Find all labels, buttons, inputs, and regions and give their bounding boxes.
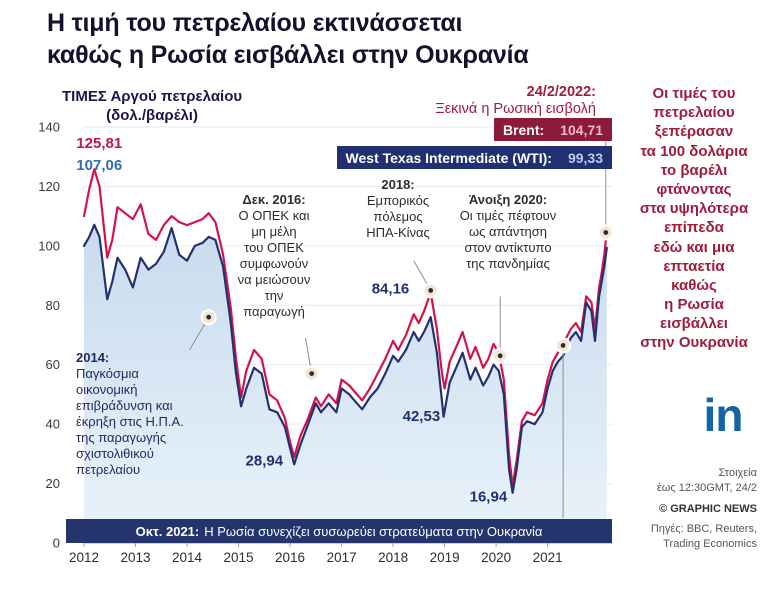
callout-2018-head: 2018: [381, 177, 415, 192]
callout-2014-head: 2014: [76, 350, 110, 365]
graphic-news-credit: © GRAPHIC NEWS [659, 503, 757, 515]
svg-text:2014: 2014 [172, 550, 203, 565]
callout-2016-body: Ο ΟΠΕΚ και μη μέλη του ΟΠΕΚ συμφωνούν να… [237, 207, 311, 319]
value-label: 125,81 [76, 135, 122, 152]
svg-text:20: 20 [46, 476, 60, 491]
marker-dot-invasion-24-2-2022 [603, 230, 609, 235]
legend: Brent: 104,71 West Texas Intermediate (W… [0, 118, 612, 169]
value-label: 42,53 [403, 408, 441, 425]
svg-text:2018: 2018 [378, 550, 408, 565]
marker-dot-trade-war-peak-2018 [428, 288, 434, 293]
invasion-date: 24/2/2022: [526, 84, 596, 100]
callout-2020-body: Οι τιμές πέφτουν ως απάντηση στον αντίκτ… [459, 207, 557, 271]
sources-note: Πηγές: BBC, Reuters, Trading Economics [650, 523, 757, 550]
page-title: Η τιμή του πετρελαίου εκτινάσσεται καθώς… [47, 9, 529, 69]
svg-text:2016: 2016 [275, 550, 305, 565]
legend-wti-value: 99,33 [567, 149, 603, 166]
legend-brent: Brent: 104,71 [493, 118, 612, 141]
wti-line [82, 223, 608, 494]
callout-2014-body: Παγκόσμια οικονομική επιβράδυνση και έκρ… [76, 365, 184, 477]
svg-text:100: 100 [38, 238, 60, 253]
invasion-text: Ξεκινά η Ρωσική εισβολή [435, 101, 596, 118]
svg-text:40: 40 [46, 417, 60, 432]
callout-2018-trade-war: 2018: Εμπορικός πόλεμος ΗΠΑ-Κίνας [349, 177, 447, 241]
sidebar-summary: Οι τιμές του πετρελαίου ξεπέρασαν τα 100… [639, 85, 749, 352]
svg-text:80: 80 [46, 298, 60, 313]
svg-text:2012: 2012 [69, 550, 99, 565]
callout-2020-head: Άνοιξη 2020: [468, 192, 548, 207]
svg-text:2013: 2013 [120, 550, 150, 565]
callout-2016-head: Δεκ. 2016: [242, 192, 306, 207]
value-label: 107,06 [76, 157, 122, 174]
band-head: Οκτ. 2021: [135, 523, 200, 539]
in-logo: in [703, 389, 744, 441]
callout-2020-pandemic: Άνοιξη 2020: Οι τιμές πέφτουν ως απάντησ… [444, 192, 572, 272]
invasion-annotation: 24/2/2022: Ξεκινά η Ρωσική εισβολή [318, 84, 596, 118]
marker-dot-pandemic-2020 [497, 353, 503, 359]
band-body: Η Ρωσία συνεχίζει συσωρεύει στρατεύματα … [204, 523, 543, 539]
svg-text:2015: 2015 [223, 550, 253, 565]
svg-text:120: 120 [38, 179, 60, 194]
value-label: 84,16 [372, 280, 410, 297]
callout-2018-body: Εμπορικός πόλεμος ΗΠΑ-Κίνας [366, 192, 430, 240]
wti-area-fill [84, 224, 607, 544]
legend-wti: West Texas Intermediate (WTI): 99,33 [336, 146, 612, 169]
svg-text:2019: 2019 [430, 550, 460, 565]
marker-dot-opec-cut-2016 [309, 371, 315, 376]
marker-dot-oil-crash-2014 [206, 314, 212, 320]
svg-text:60: 60 [46, 357, 60, 372]
svg-text:0: 0 [53, 536, 60, 551]
value-label: 16,94 [470, 488, 508, 505]
chart-axis-title: ΤΙΜΕΣ Αργού πετρελαίου (δολ./βαρέλι) [62, 88, 243, 124]
data-as-of-note: Στοιχεία έως 12:30GMT, 24/2 [656, 467, 757, 494]
callout-2014-shale-boom: 2014: Παγκόσμια οικονομική επιβράδυνση κ… [76, 350, 202, 478]
svg-text:2020: 2020 [481, 550, 511, 565]
value-label: 28,94 [246, 453, 284, 470]
brent-line [82, 168, 608, 488]
legend-wti-label: West Texas Intermediate (WTI): [345, 149, 552, 166]
legend-brent-label: Brent: [502, 121, 545, 138]
svg-text:2021: 2021 [533, 550, 563, 565]
svg-text:2017: 2017 [327, 550, 357, 565]
svg-text:140: 140 [38, 120, 60, 135]
marker-dot-troop-buildup-oct-2021 [560, 343, 566, 348]
callout-2016-opec-cut: Δεκ. 2016: Ο ΟΠΕΚ και μη μέλη του ΟΠΕΚ σ… [224, 192, 324, 320]
legend-brent-value: 104,71 [560, 121, 603, 138]
october-2021-band: Οκτ. 2021: Η Ρωσία συνεχίζει συσωρεύει σ… [66, 519, 612, 543]
